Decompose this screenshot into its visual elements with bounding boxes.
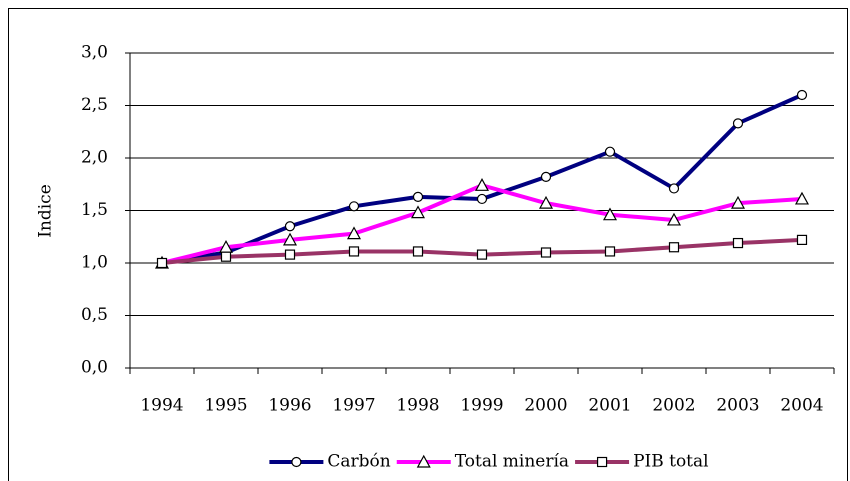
legend-label: Carbón (327, 452, 390, 472)
marker (794, 191, 810, 205)
marker (476, 249, 488, 260)
y-axis-label: Indice (36, 184, 56, 238)
marker (284, 249, 296, 260)
x-tick-label: 1998 (396, 396, 439, 416)
marker (156, 257, 168, 269)
marker (416, 454, 431, 468)
marker (668, 242, 680, 253)
marker (732, 237, 744, 249)
marker (540, 247, 552, 258)
marker (796, 234, 808, 245)
marker (412, 246, 424, 257)
x-tick-label: 1995 (204, 396, 247, 416)
marker (604, 246, 616, 257)
y-tick-label: 1,5 (81, 200, 108, 220)
marker (732, 118, 744, 129)
marker (796, 89, 808, 101)
chart-border (8, 8, 848, 481)
marker (668, 183, 680, 194)
y-tick-label: 0,5 (81, 305, 108, 325)
marker (220, 251, 232, 262)
marker (476, 193, 488, 205)
marker (348, 201, 360, 212)
x-tick-label: 2000 (524, 396, 567, 416)
x-tick-label: 2001 (588, 396, 631, 416)
marker (666, 212, 682, 226)
y-tick-label: 2,0 (81, 148, 108, 168)
marker (348, 246, 360, 257)
marker (602, 207, 618, 221)
x-tick-label: 1996 (268, 396, 311, 416)
y-tick-label: 3,0 (81, 43, 108, 63)
marker (596, 456, 608, 468)
marker (282, 232, 298, 246)
y-tick-label: 1,0 (81, 253, 108, 273)
marker (412, 191, 424, 202)
legend-label: Total minería (455, 452, 569, 472)
marker (540, 171, 552, 182)
legend-label: PIB total (633, 452, 709, 472)
marker (284, 221, 296, 232)
marker (291, 456, 302, 468)
x-tick-label: 2004 (780, 396, 823, 416)
marker (346, 226, 362, 240)
x-tick-label: 1994 (140, 396, 183, 416)
y-tick-label: 2,5 (81, 95, 108, 115)
x-tick-label: 2002 (652, 396, 695, 416)
x-tick-label: 1999 (460, 396, 503, 416)
marker (474, 178, 490, 191)
marker (604, 146, 616, 157)
x-tick-label: 1997 (332, 396, 375, 416)
x-tick-label: 2003 (716, 396, 759, 416)
y-tick-label: 0,0 (81, 358, 108, 378)
marker (730, 195, 746, 209)
marker (538, 195, 554, 209)
marker (410, 205, 426, 219)
